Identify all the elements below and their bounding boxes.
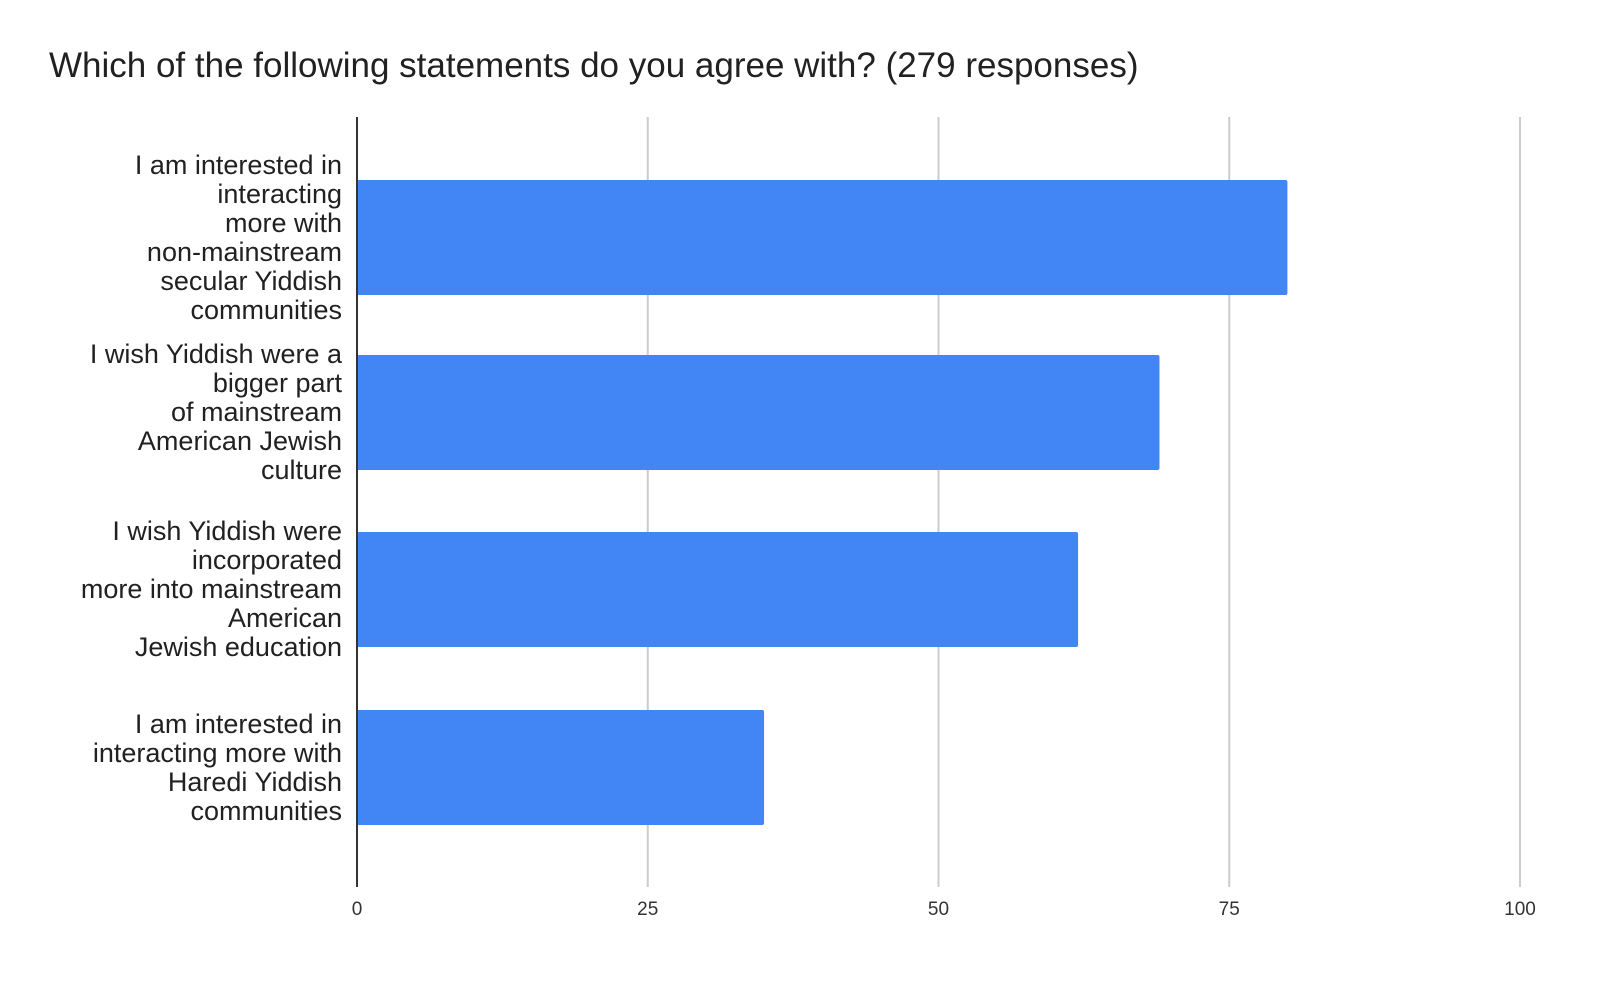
bar-3	[357, 532, 1079, 647]
category-label-line: American	[227, 603, 342, 633]
category-label-line: I am interested in	[134, 708, 342, 739]
category-label-line: I wish Yiddish were	[112, 516, 342, 546]
x-tick-label-75: 75	[1219, 899, 1240, 920]
category-label-2: I wish Yiddish were a bigger part of mains…	[90, 340, 342, 485]
category-label-line: Jewish education	[134, 632, 342, 662]
chart-title: Which of the following statements do you…	[49, 46, 1139, 85]
category-label-line: more with	[224, 207, 342, 238]
category-label-line: communities	[190, 294, 342, 325]
category-label-line: interacting more with	[92, 737, 342, 768]
category-label-line: incorporated	[191, 545, 342, 575]
x-tick-label-25: 25	[637, 899, 658, 920]
category-label-1: I am interested in interacting more with no…	[134, 149, 342, 325]
x-tick-label-100: 100	[1504, 899, 1536, 920]
category-label-line: bigger part	[212, 368, 342, 398]
category-label-line: I wish Yiddish were a	[89, 339, 342, 369]
bar-1	[357, 180, 1288, 295]
category-label-line: Haredi Yiddish	[167, 766, 342, 797]
category-label-line: interacting	[217, 178, 342, 209]
category-label-line: more into mainstream	[80, 574, 342, 604]
bar-4	[357, 710, 765, 825]
bar-2	[357, 355, 1160, 470]
category-label-4: I am interested in interacting more with H…	[92, 708, 342, 826]
category-label-line: American Jewish	[137, 426, 342, 456]
x-tick-label-50: 50	[928, 899, 949, 920]
category-label-3: I wish Yiddish were incorporated more into…	[81, 517, 342, 662]
x-tick-label-0: 0	[352, 899, 363, 920]
category-label-line: communities	[190, 795, 342, 826]
category-label-line: culture	[260, 455, 342, 485]
category-label-line: of mainstream	[170, 397, 342, 427]
category-label-line: non-mainstream	[146, 236, 342, 267]
category-label-line: secular Yiddish	[160, 265, 342, 296]
bars	[357, 180, 1288, 825]
x-axis-ticks: 0 25 50 75 100	[352, 899, 1536, 920]
category-label-line: I am interested in	[134, 149, 342, 180]
